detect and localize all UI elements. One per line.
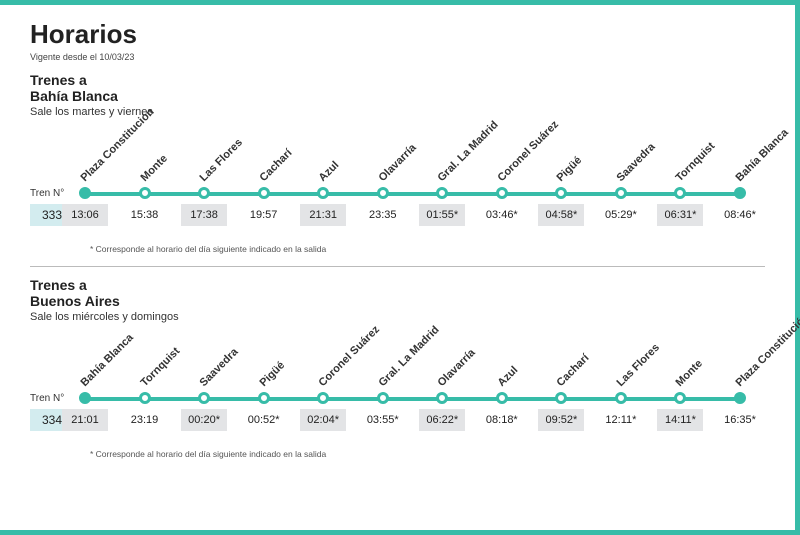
stop-node [734,187,746,199]
stop-label: Saavedra [198,346,241,389]
stop-node [198,187,210,199]
time-cell: 15:38 [122,204,168,226]
stop-node [496,392,508,404]
time-cell: 16:35* [717,409,763,431]
time-cell: 21:31 [300,204,346,226]
train-number-label: Tren N° [30,188,64,199]
stop-label: Bahía Blanca [734,127,791,184]
time-cell: 09:52* [538,409,584,431]
stop-node [674,187,686,199]
time-cell: 23:19 [122,409,168,431]
route-track [85,397,740,401]
stop-node [436,392,448,404]
stop-label: Gral. La Madrid [436,119,501,184]
route-chart: Tren N°334Bahía Blanca21:01Tornquist23:1… [30,329,765,449]
stop-node [317,392,329,404]
timetable-section: Trenes aBuenos Aires Sale los miércoles y… [30,277,765,459]
stop-label: Gral. La Madrid [376,324,441,389]
content-area: Horarios Vigente desde el 10/03/23 Trene… [0,5,795,530]
time-cell: 03:46* [479,204,525,226]
stop-node [436,187,448,199]
stop-label: Coronel Suárez [317,324,383,390]
train-number-label: Tren N° [30,393,64,404]
time-cell: 12:11* [598,409,644,431]
time-cell: 23:35 [360,204,406,226]
time-cell: 08:46* [717,204,763,226]
stop-label: Azul [495,364,520,389]
route-chart: Tren N°333Plaza Constitución13:06Monte15… [30,124,765,244]
time-cell: 06:31* [657,204,703,226]
stop-label: Cacharí [257,147,294,184]
stop-label: Tornquist [674,140,718,184]
stop-label: Monte [138,153,169,184]
stop-label: Azul [317,159,342,184]
stop-node [674,392,686,404]
time-cell: 21:01 [62,409,108,431]
stop-label: Bahía Blanca [79,332,136,389]
time-cell: 04:58* [538,204,584,226]
stop-node [615,392,627,404]
stop-node [377,392,389,404]
stop-node [734,392,746,404]
time-cell: 05:29* [598,204,644,226]
stop-node [139,392,151,404]
section-title: Trenes aBuenos Aires [30,277,765,309]
time-cell: 06:22* [419,409,465,431]
footnote: * Corresponde al horario del día siguien… [90,449,765,459]
section-divider [30,266,765,267]
stop-node [377,187,389,199]
stop-label: Pigüé [257,360,287,390]
stop-node [79,187,91,199]
stop-label: Las Flores [614,342,661,389]
stop-label: Olavarría [376,142,418,184]
stop-node [79,392,91,404]
stop-node [198,392,210,404]
effective-date: Vigente desde el 10/03/23 [30,52,765,62]
stop-node [258,187,270,199]
stop-node [555,187,567,199]
page-border-bottom [0,530,800,535]
stop-label: Saavedra [614,141,657,184]
time-cell: 08:18* [479,409,525,431]
time-cell: 00:20* [181,409,227,431]
route-track [85,192,740,196]
stop-label: Pigüé [555,155,585,185]
time-cell: 14:11* [657,409,703,431]
time-cell: 02:04* [300,409,346,431]
section-subtitle: Sale los miércoles y domingos [30,311,765,323]
time-cell: 01:55* [419,204,465,226]
stop-node [615,187,627,199]
time-cell: 00:52* [241,409,287,431]
sections-container: Trenes aBahía BlancaSale los martes y vi… [30,72,765,459]
stop-label: Monte [674,358,705,389]
stop-node [496,187,508,199]
stop-node [317,187,329,199]
time-cell: 13:06 [62,204,108,226]
stop-node [139,187,151,199]
footnote: * Corresponde al horario del día siguien… [90,244,765,254]
page-title: Horarios [30,19,765,50]
stop-node [258,392,270,404]
time-cell: 19:57 [241,204,287,226]
time-cell: 03:55* [360,409,406,431]
page-border-right [795,0,800,535]
stop-label: Coronel Suárez [495,119,561,185]
time-cell: 17:38 [181,204,227,226]
stop-node [555,392,567,404]
stop-label: Olavarría [436,347,478,389]
stop-label: Tornquist [138,346,182,390]
timetable-section: Trenes aBahía BlancaSale los martes y vi… [30,72,765,254]
stop-label: Las Flores [198,137,245,184]
stop-label: Cacharí [555,352,592,389]
section-title: Trenes aBahía Blanca [30,72,765,104]
